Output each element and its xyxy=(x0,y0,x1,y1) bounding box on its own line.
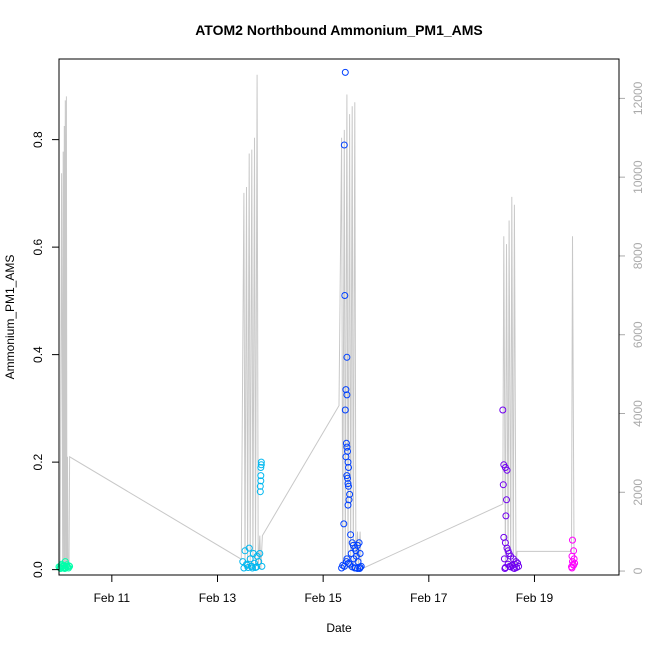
series-4 xyxy=(568,536,579,572)
data-point xyxy=(499,481,507,489)
y2-tick-label: 6000 xyxy=(631,321,645,348)
data-point xyxy=(339,561,347,569)
data-point xyxy=(340,141,348,149)
data-point xyxy=(343,353,351,361)
y2-tick-label: 4000 xyxy=(631,400,645,427)
data-point xyxy=(57,565,65,572)
data-point xyxy=(344,480,352,488)
y2-tick-label: 2000 xyxy=(631,479,645,506)
points-layer xyxy=(55,68,579,572)
data-point xyxy=(500,555,508,563)
data-point xyxy=(257,472,265,480)
x-tick-label: Feb 19 xyxy=(516,591,554,605)
y2-tick-label: 12000 xyxy=(631,81,645,115)
y-axis-label: Ammonium_PM1_AMS xyxy=(3,255,17,380)
data-point xyxy=(499,406,507,414)
data-point xyxy=(253,563,261,571)
y-tick-label: 0.8 xyxy=(31,131,45,148)
data-point xyxy=(256,488,264,496)
data-point xyxy=(354,558,362,566)
data-point xyxy=(503,466,511,474)
data-point xyxy=(344,458,352,466)
data-point xyxy=(257,464,265,471)
data-point xyxy=(347,531,355,539)
data-point xyxy=(511,560,519,568)
data-point xyxy=(342,439,350,447)
x-tick-label: Feb 11 xyxy=(94,591,131,605)
data-point xyxy=(341,68,349,76)
data-point xyxy=(344,501,352,509)
data-point xyxy=(344,474,351,482)
data-point xyxy=(257,461,265,469)
data-point xyxy=(342,558,350,566)
y2-tick-label: 0 xyxy=(631,567,645,574)
data-point xyxy=(343,443,351,451)
data-point xyxy=(346,490,354,498)
data-point xyxy=(245,544,253,552)
data-point xyxy=(247,562,255,570)
y-tick-label: 0.4 xyxy=(31,346,45,363)
data-point xyxy=(342,386,350,394)
data-point xyxy=(503,496,510,504)
y-tick-label: 0.0 xyxy=(31,561,45,578)
x-tick-label: Feb 15 xyxy=(304,591,342,605)
data-point xyxy=(258,562,266,570)
y-tick-label: 0.6 xyxy=(31,238,45,255)
data-point xyxy=(351,564,359,572)
data-point xyxy=(340,520,348,528)
series-1 xyxy=(239,458,266,572)
data-point xyxy=(257,477,265,485)
data-point xyxy=(345,482,352,490)
data-point xyxy=(341,406,349,414)
y2-tick-label: 8000 xyxy=(631,242,645,269)
x-tick-label: Feb 17 xyxy=(410,591,448,605)
data-point xyxy=(256,550,264,557)
data-point xyxy=(343,391,351,399)
altitude-layer xyxy=(59,74,576,570)
data-point xyxy=(343,472,351,480)
data-point xyxy=(257,458,265,466)
data-point xyxy=(515,562,523,570)
y-tick-label: 0.2 xyxy=(31,453,45,470)
data-point xyxy=(256,482,264,490)
data-point xyxy=(61,558,69,566)
altitude-line xyxy=(59,74,576,570)
plot-frame xyxy=(58,58,620,576)
data-point xyxy=(356,565,364,572)
x-axis-label: Date xyxy=(326,621,352,635)
data-point xyxy=(343,555,351,563)
data-point xyxy=(345,464,352,471)
chart-title: ATOM2 Northbound Ammonium_PM1_AMS xyxy=(195,22,483,38)
y2-tick-label: 10000 xyxy=(631,160,645,194)
data-point xyxy=(246,555,254,563)
data-point xyxy=(345,496,353,504)
x-tick-label: Feb 13 xyxy=(199,591,237,605)
series-3 xyxy=(499,406,523,572)
data-point xyxy=(248,564,256,572)
series-2 xyxy=(338,68,365,572)
data-point xyxy=(569,536,576,544)
data-point xyxy=(61,565,69,572)
data-point xyxy=(243,561,251,569)
data-point xyxy=(502,512,510,520)
data-point xyxy=(341,292,349,299)
data-point xyxy=(571,559,579,567)
data-point xyxy=(355,539,363,547)
data-point xyxy=(501,565,509,572)
data-point xyxy=(347,550,355,557)
